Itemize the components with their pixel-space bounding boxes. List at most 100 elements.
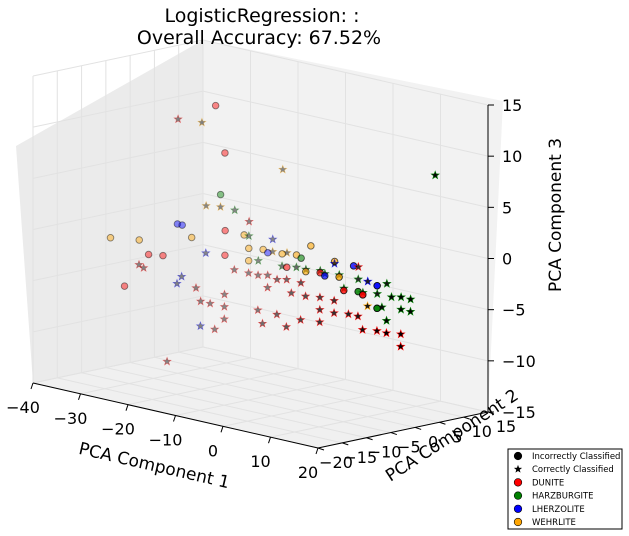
y-tick-mark xyxy=(342,442,349,446)
legend-circle-icon xyxy=(513,517,523,527)
correct-star-point xyxy=(219,289,230,299)
correct-star-point xyxy=(209,324,220,334)
incorrect-circle-point xyxy=(373,304,381,313)
correct-star-point xyxy=(315,292,325,302)
correct-star-point xyxy=(372,288,383,298)
correct-star-point xyxy=(267,246,278,256)
correct-star-point xyxy=(229,205,240,215)
x-tick-label: 0 xyxy=(208,441,218,460)
z-tick-label: 0 xyxy=(502,250,512,269)
incorrect-circle-point xyxy=(359,291,367,299)
correct-star-point xyxy=(372,325,382,335)
x-tick-label: 10 xyxy=(250,452,270,471)
legend-circle-icon xyxy=(513,451,523,461)
incorrect-circle-point xyxy=(283,263,291,272)
correct-star-point xyxy=(296,277,306,287)
z-grid-line xyxy=(32,141,489,208)
correct-star-point xyxy=(314,317,325,327)
incorrect-circle-point xyxy=(307,242,315,250)
incorrect-circle-point xyxy=(221,149,229,157)
x-tick-mark xyxy=(315,447,319,455)
correct-star-point xyxy=(286,287,297,298)
legend-circle-icon xyxy=(513,478,523,487)
correct-star-point xyxy=(244,216,254,226)
incorrect-circle-point xyxy=(211,101,220,110)
correct-star-point xyxy=(396,292,406,302)
back-pane xyxy=(203,40,503,412)
incorrect-circle-point xyxy=(216,190,225,199)
correct-star-point xyxy=(329,295,339,305)
incorrect-circle-point xyxy=(106,233,115,242)
z-tick-label: 10 xyxy=(502,147,522,166)
incorrect-circle-point xyxy=(240,231,248,239)
correct-star-point xyxy=(244,230,254,241)
correct-star-point xyxy=(329,307,339,318)
correct-star-point xyxy=(219,301,230,311)
legend-entry-label: Incorrectly Classified xyxy=(532,452,620,462)
y-tick-label: 10 xyxy=(472,422,492,441)
legend-entry-label: LHERZOLITE xyxy=(532,505,585,515)
correct-star-point xyxy=(253,270,263,280)
z-tick-label: 15 xyxy=(502,96,522,115)
correct-star-point xyxy=(281,321,292,331)
x-tick-mark xyxy=(78,393,81,400)
x-tick-mark xyxy=(220,426,224,433)
x-tick-mark xyxy=(268,437,271,444)
incorrect-circle-point xyxy=(278,250,286,258)
data-points xyxy=(106,101,441,366)
correct-star-point xyxy=(272,309,282,319)
correct-star-point xyxy=(262,270,273,280)
left-pane xyxy=(16,40,203,383)
correct-star-point xyxy=(176,271,187,281)
incorrect-circle-point xyxy=(264,248,272,257)
x-tick-mark xyxy=(125,404,129,411)
legend-entry-label: DUNITE xyxy=(532,478,564,488)
chart-title-line2: Overall Accuracy: 67.52% xyxy=(137,27,381,49)
correct-star-point xyxy=(277,164,288,174)
correct-star-point xyxy=(253,255,264,265)
correct-star-point xyxy=(395,329,406,339)
x-tick-label: −30 xyxy=(54,409,88,428)
incorrect-circle-point xyxy=(159,251,167,260)
correct-star-point xyxy=(195,320,206,331)
z-tick-label: −15 xyxy=(502,403,536,422)
z-grid-line xyxy=(32,295,489,362)
correct-star-point xyxy=(257,318,268,328)
z-axis-label: PCA Component 3 xyxy=(546,138,566,292)
y-tick-label: 0 xyxy=(428,432,438,451)
correct-star-point xyxy=(201,200,211,210)
legend-box xyxy=(507,448,623,530)
incorrect-circle-point xyxy=(244,256,253,265)
correct-star-point xyxy=(173,114,183,124)
grid-lines xyxy=(32,39,489,449)
correct-star-point xyxy=(243,267,254,278)
correct-star-point xyxy=(405,306,416,316)
correct-star-point xyxy=(353,261,364,272)
chart-title-line1: LogisticRegression: : xyxy=(164,5,359,27)
correct-star-point xyxy=(162,356,172,366)
legend-circle-icon xyxy=(513,504,523,513)
correct-star-point xyxy=(430,170,441,180)
x-tick-label: −40 xyxy=(6,398,40,417)
y-tick-mark xyxy=(317,447,325,451)
correct-star-point xyxy=(172,278,182,288)
legend-entry-label: HARZBURGITE xyxy=(532,492,594,502)
correct-star-point xyxy=(138,262,149,272)
y-tick-label: −15 xyxy=(343,448,377,467)
correct-star-point xyxy=(405,294,416,304)
incorrect-circle-point xyxy=(340,286,348,295)
correct-star-point xyxy=(353,274,364,284)
incorrect-circle-point xyxy=(245,244,253,253)
correct-star-point xyxy=(191,282,201,293)
z-grid-line xyxy=(32,192,489,259)
incorrect-circle-point xyxy=(221,251,229,260)
correct-star-point xyxy=(281,274,292,284)
correct-star-point xyxy=(395,341,406,351)
incorrect-circle-point xyxy=(297,254,305,262)
incorrect-circle-point xyxy=(178,221,186,229)
y-tick-label: 5 xyxy=(452,427,462,446)
correct-star-point xyxy=(197,117,207,127)
correct-star-point xyxy=(134,259,144,269)
